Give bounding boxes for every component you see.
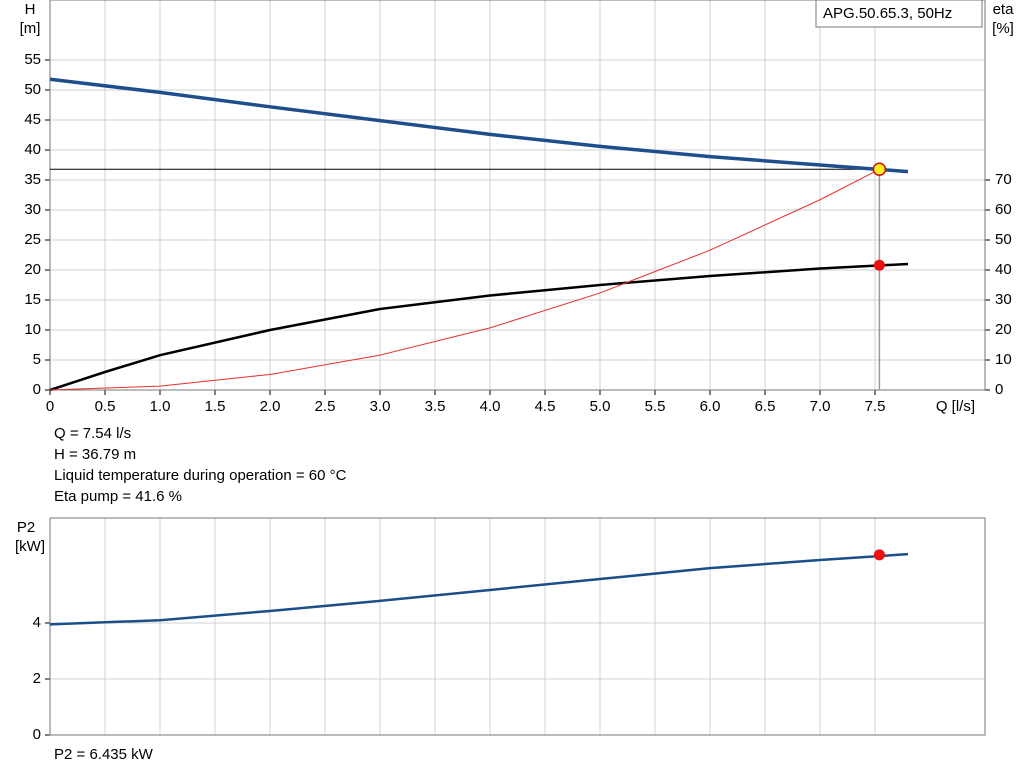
y2-tick-label: 20: [995, 321, 1012, 338]
y-tick-label: 40: [24, 141, 41, 158]
plot-frame: [49, 0, 986, 391]
x-tick-label: 2.5: [315, 398, 336, 415]
y2-tick-label: 60: [995, 201, 1012, 218]
y-tick-label: 25: [24, 231, 41, 248]
y-tick-label: 2: [33, 670, 41, 687]
y2-tick-label: 0: [995, 381, 1003, 398]
curve: [49, 262, 909, 392]
annotation: Eta pump = 41.6 %: [54, 488, 182, 505]
x-tick-label: 0.5: [95, 398, 116, 415]
y-axis-label: H: [25, 1, 36, 18]
x-tick-label: 1.0: [150, 398, 171, 415]
curve: [49, 552, 909, 626]
x-tick-label: 6.0: [700, 398, 721, 415]
op-point: [873, 549, 885, 561]
op-point: [872, 162, 887, 177]
x-tick-label: 5.5: [645, 398, 666, 415]
y2-tick-label: 50: [995, 231, 1012, 248]
annotation: P2 = 6.435 kW: [54, 746, 154, 763]
y-axis-unit: [m]: [20, 20, 41, 37]
y-tick-label: 5: [33, 351, 41, 368]
legend-box: [815, 0, 983, 28]
x-tick-label: 6.5: [755, 398, 776, 415]
x-tick-label: 2.0: [260, 398, 281, 415]
y-tick-label: 0: [33, 381, 41, 398]
x-tick-label: 5.0: [590, 398, 611, 415]
annotation: Liquid temperature during operation = 60…: [54, 467, 347, 484]
x-tick-label: 7.0: [810, 398, 831, 415]
y2-axis-label: eta: [993, 1, 1015, 18]
x-tick-label: 3.5: [425, 398, 446, 415]
x-tick-label: 1.5: [205, 398, 226, 415]
y-tick-label: 15: [24, 291, 41, 308]
y-tick-label: 55: [24, 51, 41, 68]
y-axis-label: P2: [17, 519, 35, 536]
y2-tick-label: 10: [995, 351, 1012, 368]
y-tick-label: 20: [24, 261, 41, 278]
y-tick-label: 45: [24, 111, 41, 128]
y-tick-label: 0: [33, 726, 41, 743]
y2-tick-label: 40: [995, 261, 1012, 278]
y2-axis-unit: [%]: [992, 20, 1014, 37]
y-tick-label: 50: [24, 81, 41, 98]
op-point-eta: [873, 259, 885, 271]
x-tick-label: 3.0: [370, 398, 391, 415]
x-tick-label: 4.0: [480, 398, 501, 415]
y-tick-label: 30: [24, 201, 41, 218]
legend-text: APG.50.65.3, 50Hz: [823, 5, 952, 22]
y-tick-label: 35: [24, 171, 41, 188]
x-axis-label: Q [l/s]: [936, 398, 975, 415]
curve: [49, 77, 909, 174]
y-tick-label: 10: [24, 321, 41, 338]
y-tick-label: 4: [33, 614, 41, 631]
annotation: H = 36.79 m: [54, 446, 136, 463]
y2-tick-label: 70: [995, 171, 1012, 188]
y2-tick-label: 30: [995, 291, 1012, 308]
plot-frame: [49, 517, 986, 736]
x-tick-label: 7.5: [865, 398, 886, 415]
annotation: Q = 7.54 l/s: [54, 425, 131, 442]
curve: [49, 168, 880, 391]
x-tick-label: 4.5: [535, 398, 556, 415]
x-tick-label: 0: [46, 398, 54, 415]
y-axis-unit: [kW]: [15, 538, 45, 555]
